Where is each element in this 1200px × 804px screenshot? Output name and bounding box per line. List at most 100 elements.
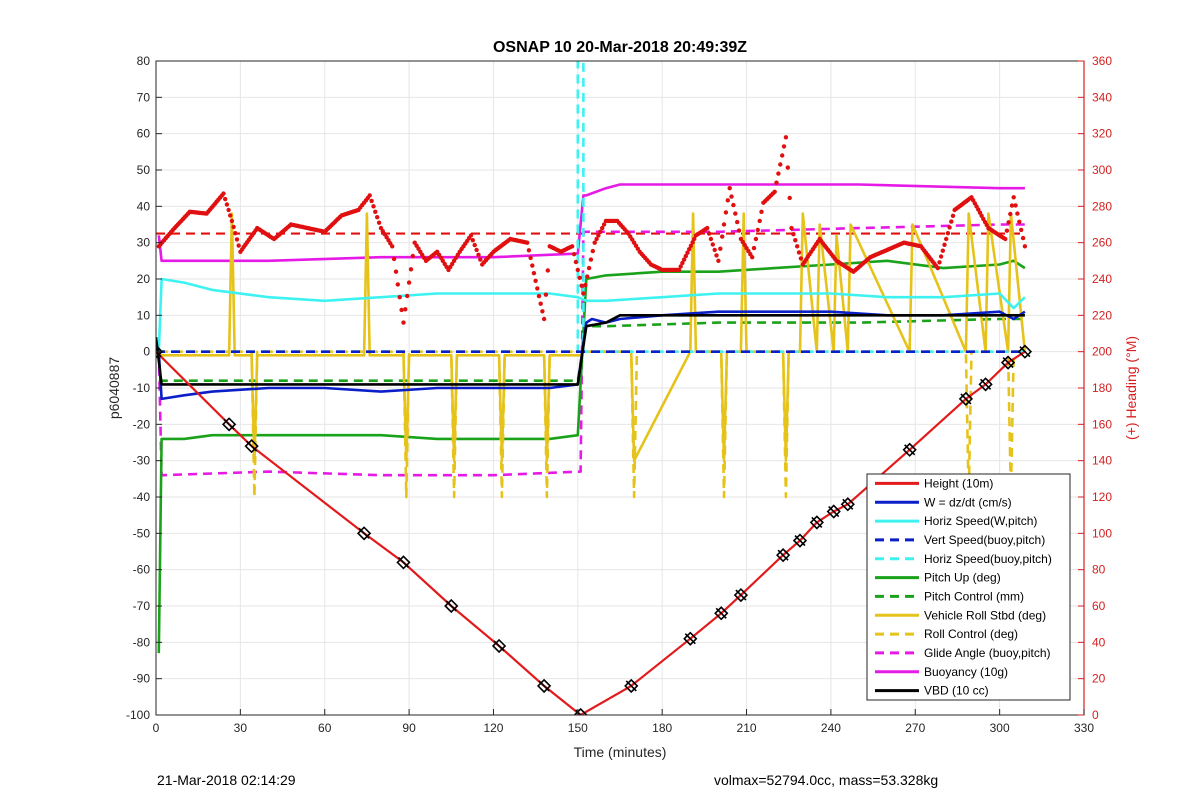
x-tick-label: 150 xyxy=(568,721,588,735)
height-marker xyxy=(573,707,588,715)
heading-point xyxy=(945,231,951,236)
y2-tick-label: 120 xyxy=(1092,490,1112,504)
heading-point xyxy=(708,236,714,242)
heading-point xyxy=(723,210,729,215)
heading-point xyxy=(1013,203,1018,208)
heading-point xyxy=(753,236,759,242)
series-line xyxy=(157,277,1026,352)
height-marker xyxy=(1000,355,1016,370)
y2-tick-label: 360 xyxy=(1092,54,1112,68)
heading-point xyxy=(588,257,594,262)
heading-point xyxy=(1019,227,1024,233)
height-marker xyxy=(396,555,411,570)
heading-point xyxy=(540,309,545,314)
y2-tick-label: 40 xyxy=(1092,635,1106,649)
heading-point xyxy=(676,267,682,273)
legend-label: Horiz Speed(buoy,pitch) xyxy=(924,552,1052,566)
y2-tick-label: 260 xyxy=(1092,236,1112,250)
x-tick-label: 270 xyxy=(905,721,925,735)
height-marker xyxy=(221,417,237,432)
y-tick-label: -40 xyxy=(133,490,151,504)
heading-point xyxy=(531,271,537,276)
heading-point xyxy=(223,196,228,202)
height-marker xyxy=(1017,344,1033,359)
heading-point xyxy=(474,247,479,253)
y-tick-label: -80 xyxy=(133,635,151,649)
x-tick-label: 300 xyxy=(990,721,1010,735)
heading-point xyxy=(685,250,690,255)
heading-point xyxy=(1020,235,1026,241)
heading-point xyxy=(585,274,590,279)
heading-point xyxy=(1004,228,1010,233)
heading-point xyxy=(229,218,235,224)
heading-point xyxy=(476,252,481,257)
heading-point xyxy=(408,267,414,272)
heading-point xyxy=(579,283,584,288)
heading-point xyxy=(750,255,755,260)
heading-point xyxy=(592,240,597,245)
heading-point xyxy=(600,225,605,231)
heading-point xyxy=(231,224,236,230)
heading-point xyxy=(772,189,777,194)
legend-label: VBD (10 cc) xyxy=(924,684,989,698)
heading-point xyxy=(795,244,800,249)
height-marker xyxy=(958,391,974,407)
heading-point xyxy=(776,171,781,176)
heading-point xyxy=(706,231,712,236)
heading-point xyxy=(714,253,719,258)
heading-point xyxy=(410,253,415,259)
heading-point xyxy=(570,244,575,249)
heading-point xyxy=(406,280,412,285)
heading-point xyxy=(221,191,226,196)
y2-tick-label: 20 xyxy=(1092,672,1106,686)
y2-tick-label: 340 xyxy=(1092,90,1112,104)
heading-point xyxy=(573,259,579,265)
y-tick-label: 70 xyxy=(137,90,151,104)
heading-point xyxy=(478,257,483,262)
heading-point xyxy=(1009,203,1015,208)
height-marker xyxy=(978,377,993,392)
heading-point xyxy=(725,198,730,203)
heading-point xyxy=(526,248,532,253)
heading-point xyxy=(590,248,595,254)
heading-point xyxy=(376,220,382,225)
heading-point xyxy=(716,258,721,263)
y-axis-label: p6040887 xyxy=(106,357,122,420)
y2-tick-label: 240 xyxy=(1092,272,1112,286)
y2-axis-label: (+) Heading (°M) xyxy=(1123,336,1139,440)
y2-tick-label: 220 xyxy=(1092,308,1112,322)
heading-point xyxy=(781,144,787,149)
heading-point xyxy=(405,293,410,299)
y-tick-label: -20 xyxy=(133,417,151,431)
heading-point xyxy=(721,222,727,227)
series-line xyxy=(157,183,1025,263)
heading-point xyxy=(1017,219,1022,224)
x-tick-label: 240 xyxy=(821,721,841,735)
x-tick-label: 120 xyxy=(483,721,503,735)
heading-point xyxy=(369,198,374,204)
heading-point xyxy=(470,238,475,243)
y-tick-label: 50 xyxy=(137,163,151,177)
y-tick-label: 30 xyxy=(137,236,151,250)
heading-point xyxy=(1003,236,1008,242)
footer-volmax-mass: volmax=52794.0cc, mass=53.328kg xyxy=(714,772,939,788)
heading-point xyxy=(367,193,372,198)
heading-point xyxy=(718,246,723,251)
heading-point xyxy=(543,292,549,297)
heading-point xyxy=(935,265,940,271)
height-marker xyxy=(792,533,808,548)
heading-point xyxy=(375,215,380,220)
x-axis-label: Time (minutes) xyxy=(574,744,667,760)
heading-point xyxy=(774,180,779,185)
y-tick-label: 0 xyxy=(143,345,150,359)
y-tick-label: 60 xyxy=(137,127,151,141)
heading-point xyxy=(712,247,717,253)
y-tick-label: 10 xyxy=(137,308,151,322)
x-tick-label: 30 xyxy=(234,721,248,735)
heading-point xyxy=(373,209,378,214)
height-marker xyxy=(683,631,698,646)
y-tick-label: 20 xyxy=(137,272,151,286)
heading-point xyxy=(796,250,802,255)
heading-point xyxy=(692,236,697,242)
